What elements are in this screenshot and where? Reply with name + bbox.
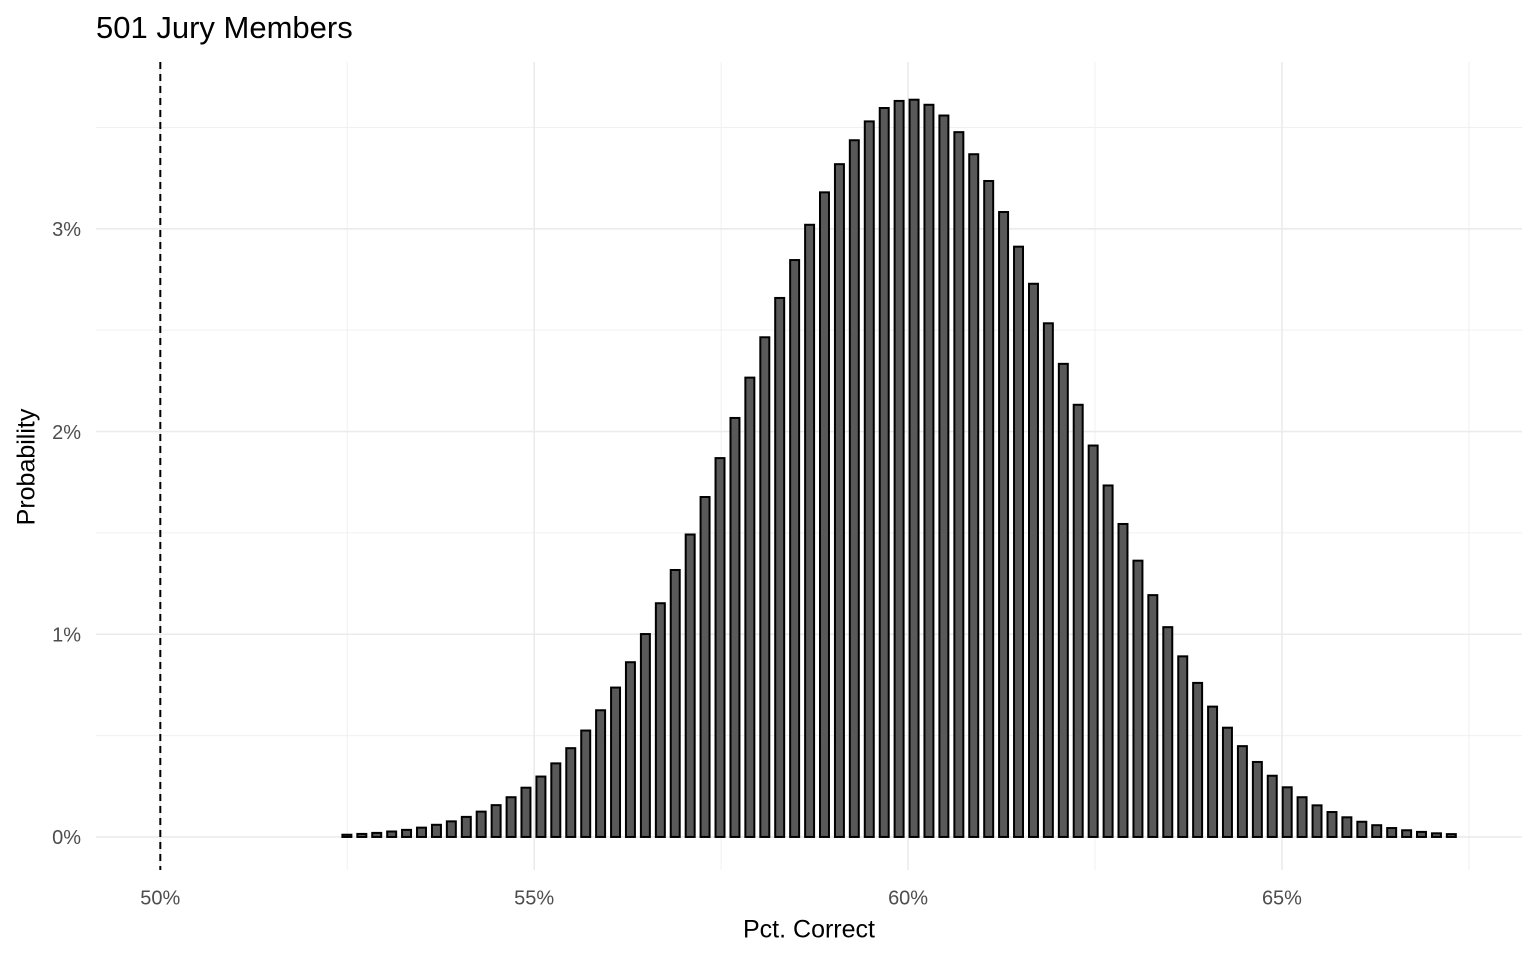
bar [938, 114, 950, 838]
x-tick-label: 65% [1262, 887, 1302, 909]
bar [878, 107, 890, 838]
bar [714, 457, 726, 838]
bar [1102, 484, 1114, 838]
bar [1207, 705, 1219, 838]
chart-title: 501 Jury Members [96, 10, 353, 45]
bar [565, 747, 577, 838]
bar [804, 223, 816, 838]
bar [774, 296, 786, 838]
bar [475, 810, 487, 838]
bar [1326, 811, 1338, 838]
bar [1087, 444, 1099, 838]
bar [595, 709, 607, 838]
bar [998, 211, 1010, 838]
bar [1177, 655, 1189, 838]
bar [1057, 362, 1069, 838]
bar [983, 179, 995, 838]
bar [654, 602, 666, 838]
y-tick-label: 1% [52, 625, 81, 647]
bar [371, 831, 383, 838]
bar [1192, 681, 1204, 838]
bar [684, 533, 696, 838]
bar [968, 153, 980, 838]
bar [1281, 786, 1293, 838]
bar [1296, 796, 1308, 838]
bar [1236, 745, 1248, 838]
bar [669, 568, 681, 838]
x-tick-label: 55% [514, 887, 554, 909]
bar [1445, 833, 1457, 838]
bar [356, 832, 368, 838]
bar [535, 775, 547, 838]
bar [1386, 827, 1398, 838]
bar [1132, 559, 1144, 838]
bar [1072, 403, 1084, 838]
bar [580, 729, 592, 838]
bar [908, 98, 920, 838]
bar [818, 191, 830, 838]
bar [848, 139, 860, 838]
bar [1162, 626, 1174, 838]
bar [401, 828, 413, 838]
bar [759, 336, 771, 838]
bar [430, 823, 442, 838]
bar [1147, 594, 1159, 838]
bar [341, 833, 353, 838]
bar [1266, 774, 1278, 838]
bar [1027, 282, 1039, 838]
bar [460, 815, 472, 838]
bar [445, 820, 457, 838]
y-tick-label: 3% [52, 219, 81, 241]
bar [729, 416, 741, 838]
y-axis-title: Probability [13, 408, 41, 525]
bar [953, 131, 965, 838]
bar [520, 786, 532, 838]
bar [789, 259, 801, 838]
y-tick-label: 0% [52, 827, 81, 849]
bar [699, 496, 711, 838]
bar [923, 103, 935, 838]
bar [416, 826, 427, 838]
bar [386, 830, 398, 838]
bar [744, 376, 756, 838]
bar [1013, 245, 1025, 838]
bar [863, 120, 875, 838]
x-tick-label: 50% [140, 887, 180, 909]
bar [1341, 816, 1353, 838]
bar [833, 163, 845, 838]
bar [1042, 322, 1054, 838]
bar [639, 633, 651, 838]
bar [1356, 820, 1368, 838]
bar [1251, 760, 1263, 838]
x-tick-label: 60% [888, 887, 928, 909]
bar [1117, 522, 1129, 838]
x-axis-title: Pct. Correct [743, 916, 875, 944]
bar [1221, 726, 1233, 838]
bar [1416, 830, 1427, 838]
bar [624, 661, 636, 838]
bar [490, 804, 502, 838]
bar [893, 99, 905, 838]
bar [610, 686, 622, 838]
bar [1311, 804, 1323, 838]
bar [1371, 824, 1383, 838]
y-tick-label: 2% [52, 422, 81, 444]
bar [505, 796, 517, 838]
bar [1430, 832, 1442, 838]
bar [1401, 829, 1413, 838]
bar [550, 762, 562, 838]
